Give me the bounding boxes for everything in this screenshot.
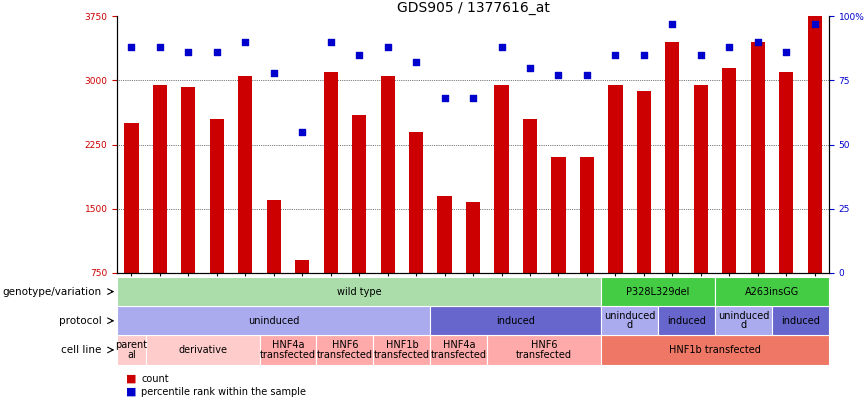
Point — [608, 51, 622, 58]
Bar — [210, 119, 224, 273]
Text: cell line: cell line — [61, 345, 102, 355]
Text: parent
al: parent al — [115, 340, 148, 360]
Text: HNF1b transfected: HNF1b transfected — [669, 345, 761, 355]
Text: induced: induced — [496, 316, 536, 326]
Bar — [260, 335, 317, 364]
Text: HNF6
transfected: HNF6 transfected — [317, 340, 373, 360]
Bar — [722, 68, 736, 273]
Point — [409, 59, 423, 66]
Text: uninduced
d: uninduced d — [604, 311, 655, 330]
Bar — [487, 335, 602, 364]
Text: ■: ■ — [126, 387, 136, 397]
Text: wild type: wild type — [337, 287, 382, 296]
Text: count: count — [141, 374, 169, 384]
Point — [324, 38, 338, 45]
Bar — [715, 306, 772, 335]
Bar — [715, 277, 829, 306]
Point — [523, 64, 537, 71]
Title: GDS905 / 1377616_at: GDS905 / 1377616_at — [397, 1, 549, 15]
Bar — [431, 335, 487, 364]
Point — [181, 49, 195, 55]
Point — [239, 38, 253, 45]
Bar — [694, 85, 708, 273]
Bar — [608, 85, 622, 273]
Point — [266, 69, 280, 76]
Point — [466, 95, 480, 102]
Point — [153, 44, 167, 50]
Bar — [466, 202, 480, 273]
Bar — [751, 42, 765, 273]
Text: uninduced
d: uninduced d — [718, 311, 769, 330]
Bar — [580, 158, 594, 273]
Text: ■: ■ — [126, 374, 136, 384]
Text: HNF4a
transfected: HNF4a transfected — [260, 340, 316, 360]
Point — [210, 49, 224, 55]
Bar — [295, 260, 309, 273]
Text: HNF4a
transfected: HNF4a transfected — [431, 340, 487, 360]
Text: P328L329del: P328L329del — [627, 287, 690, 296]
Point — [666, 21, 680, 27]
Text: HNF6
transfected: HNF6 transfected — [516, 340, 572, 360]
Text: protocol: protocol — [59, 316, 102, 326]
Point — [580, 72, 594, 79]
Point — [551, 72, 565, 79]
Bar — [409, 132, 424, 273]
Point — [722, 44, 736, 50]
Point — [637, 51, 651, 58]
Bar — [637, 91, 651, 273]
Bar — [352, 115, 366, 273]
Text: derivative: derivative — [178, 345, 227, 355]
Bar — [495, 85, 509, 273]
Text: uninduced: uninduced — [248, 316, 299, 326]
Text: A263insGG: A263insGG — [745, 287, 799, 296]
Bar — [373, 335, 431, 364]
Point — [808, 21, 822, 27]
Bar — [153, 85, 167, 273]
Point — [381, 44, 395, 50]
Bar — [117, 277, 602, 306]
Point — [495, 44, 509, 50]
Point — [779, 49, 793, 55]
Text: induced: induced — [781, 316, 820, 326]
Bar — [117, 335, 146, 364]
Bar — [779, 72, 793, 273]
Bar — [117, 306, 431, 335]
Point — [751, 38, 765, 45]
Bar — [431, 306, 602, 335]
Text: induced: induced — [667, 316, 706, 326]
Point — [694, 51, 707, 58]
Bar — [266, 200, 281, 273]
Bar — [324, 72, 338, 273]
Point — [437, 95, 451, 102]
Bar — [551, 158, 566, 273]
Bar — [602, 277, 715, 306]
Point — [295, 128, 309, 135]
Bar — [238, 76, 253, 273]
Bar — [523, 119, 537, 273]
Bar — [665, 42, 680, 273]
Bar — [437, 196, 451, 273]
Bar — [181, 87, 195, 273]
Bar — [807, 16, 822, 273]
Bar — [602, 335, 829, 364]
Bar — [602, 306, 658, 335]
Bar — [380, 76, 395, 273]
Text: percentile rank within the sample: percentile rank within the sample — [141, 387, 306, 397]
Text: genotype/variation: genotype/variation — [3, 287, 102, 296]
Bar — [124, 123, 139, 273]
Point — [352, 51, 366, 58]
Text: HNF1b
transfected: HNF1b transfected — [374, 340, 430, 360]
Bar — [772, 306, 829, 335]
Point — [124, 44, 138, 50]
Bar — [317, 335, 373, 364]
Bar — [146, 335, 260, 364]
Bar — [658, 306, 715, 335]
